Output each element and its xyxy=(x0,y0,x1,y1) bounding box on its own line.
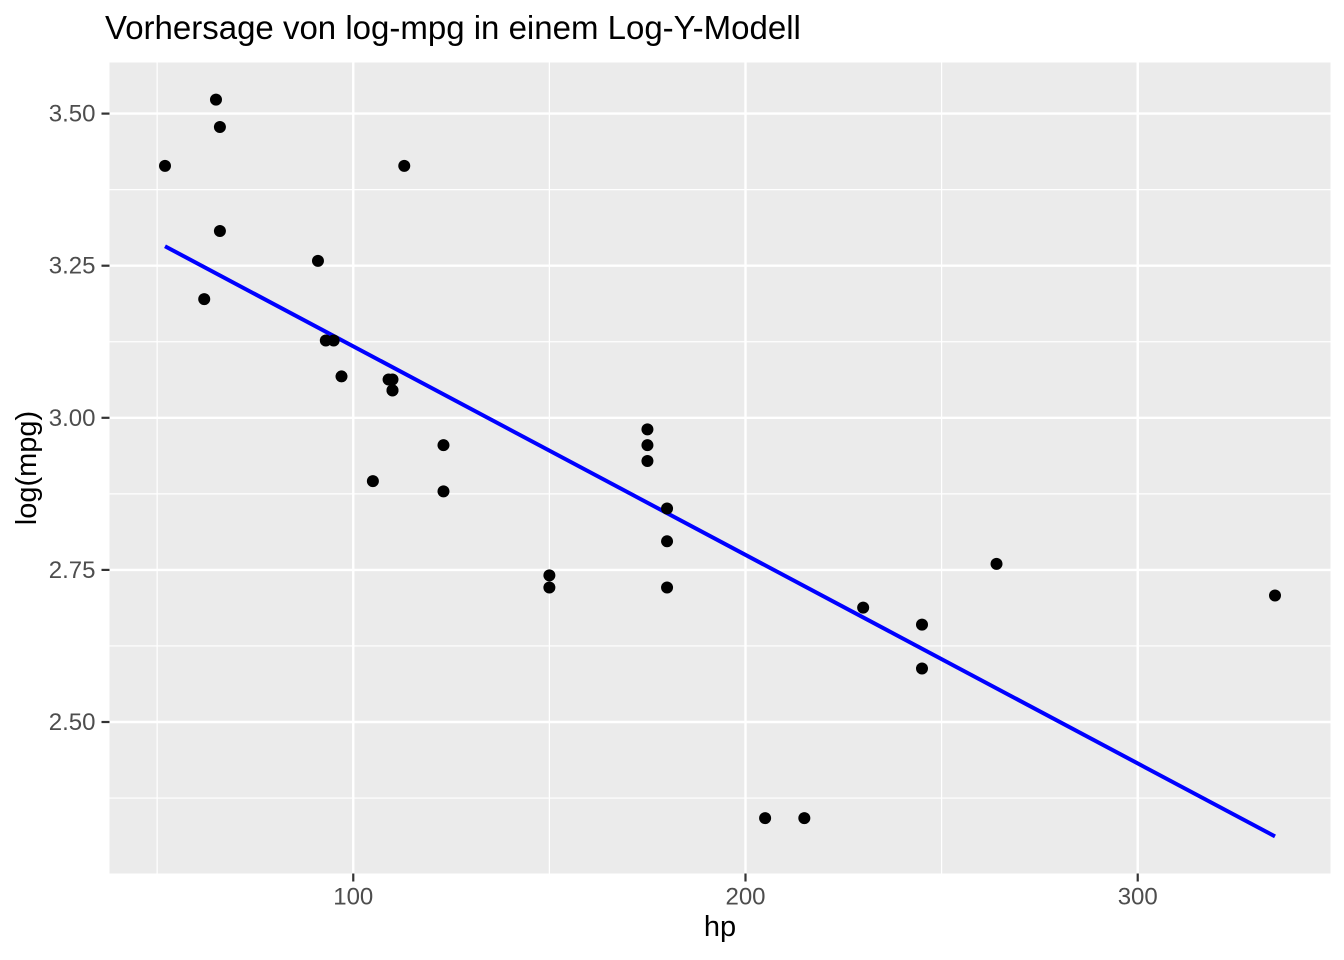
data-point xyxy=(159,159,171,172)
x-tick-label: 100 xyxy=(333,884,373,911)
data-point xyxy=(661,502,674,515)
data-point xyxy=(543,581,556,594)
data-point xyxy=(335,370,348,383)
data-point xyxy=(311,254,324,267)
y-axis-title: log(mpg) xyxy=(11,411,43,525)
data-point xyxy=(990,557,1003,570)
data-point xyxy=(386,373,399,386)
data-point xyxy=(641,423,654,436)
data-point xyxy=(437,439,450,452)
plot-title: Vorhersage von log-mpg in einem Log-Y-Mo… xyxy=(105,9,801,46)
data-point xyxy=(798,812,811,825)
data-point xyxy=(398,159,411,172)
y-tick-label: 2.75 xyxy=(49,557,96,584)
data-point xyxy=(661,581,674,594)
data-point xyxy=(543,569,556,582)
data-point xyxy=(213,120,226,133)
x-axis-title: hp xyxy=(704,911,736,943)
y-tick-label: 3.25 xyxy=(49,253,96,280)
data-point xyxy=(915,618,928,631)
y-tick-label: 3.00 xyxy=(49,405,96,432)
data-point xyxy=(213,225,226,238)
x-tick-label: 300 xyxy=(1118,884,1158,911)
data-point xyxy=(661,535,674,548)
data-point xyxy=(915,662,928,675)
data-point xyxy=(209,93,222,106)
chart-layers: 100 200 300 3.50 3.25 3.00 2.75 2.50 xyxy=(49,62,1331,911)
plot-panel xyxy=(109,62,1331,874)
data-point xyxy=(366,475,379,488)
data-point xyxy=(759,812,772,825)
data-point xyxy=(327,334,340,347)
y-tick-label: 3.50 xyxy=(49,101,96,128)
data-point xyxy=(1269,589,1281,602)
y-tick-label: 2.50 xyxy=(49,709,96,736)
x-tick-label: 200 xyxy=(725,884,765,911)
data-point xyxy=(857,601,870,614)
data-point xyxy=(641,455,654,468)
regression-line xyxy=(164,244,1276,839)
data-point xyxy=(437,485,450,498)
data-point xyxy=(641,439,654,452)
data-point xyxy=(198,293,211,306)
data-point xyxy=(386,384,399,397)
